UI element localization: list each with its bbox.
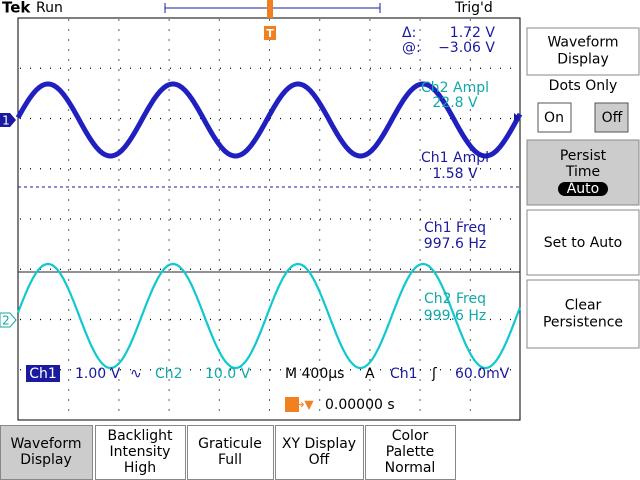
persist-value: Auto bbox=[567, 181, 600, 197]
status-ch2: Ch2 bbox=[155, 366, 183, 382]
side-menu: On Off Dots Only Auto Set to Auto Wavefo… bbox=[526, 27, 640, 349]
bottom-button-label: XY Display bbox=[282, 436, 356, 452]
measurement-label: Ch2 Ampl bbox=[421, 80, 489, 96]
measurement-label: Ch2 Freq bbox=[424, 291, 486, 307]
clear-label: Persistence bbox=[543, 315, 623, 331]
set-auto-button[interactable] bbox=[526, 209, 640, 276]
on-label: On bbox=[544, 110, 564, 126]
status-mode: A bbox=[365, 366, 375, 382]
status-trig-level: 60.0mV bbox=[455, 366, 510, 382]
bottom-button-label: Normal bbox=[385, 460, 436, 476]
bottom-button-label: Waveform bbox=[10, 436, 81, 452]
bottom-button-label: Color bbox=[392, 428, 429, 444]
measurement-value: 999.6 Hz bbox=[424, 308, 486, 324]
measurement-value: 1.58 V bbox=[432, 166, 478, 182]
off-button[interactable] bbox=[594, 102, 629, 133]
status-timebase: M 400µs bbox=[285, 366, 344, 382]
measurement-value: 22.8 V bbox=[432, 95, 478, 111]
trigger-state: Trig'd bbox=[454, 0, 493, 16]
menu-title: Waveform bbox=[547, 35, 618, 51]
ch1-badge bbox=[26, 365, 60, 382]
trigger-marker: T bbox=[266, 27, 274, 40]
set-auto-label: Set to Auto bbox=[544, 235, 622, 251]
bottom-button-label: Intensity bbox=[110, 444, 171, 460]
cursor-at-label: @: bbox=[402, 40, 421, 56]
trigger-position bbox=[267, 0, 273, 18]
cursor-at: −3.06 V bbox=[438, 40, 495, 56]
measurement-value: 997.6 Hz bbox=[424, 236, 486, 252]
brand: Tek bbox=[2, 0, 31, 17]
clear-button[interactable] bbox=[526, 279, 640, 349]
status-ch1-coupling: ∿ bbox=[130, 366, 142, 382]
bottom-button[interactable] bbox=[187, 425, 274, 480]
status-trig-slope: ʃ bbox=[431, 366, 437, 382]
ch1-marker-box bbox=[0, 113, 16, 127]
status-ch2-scale: 10.0 V bbox=[205, 366, 251, 382]
bottom-button[interactable] bbox=[365, 425, 456, 480]
persist-label: Time bbox=[565, 164, 600, 180]
cursor-delta-label: Δ: bbox=[402, 25, 416, 41]
measurement-label: Ch1 Ampl bbox=[421, 150, 489, 166]
persist-value-pill bbox=[558, 182, 608, 196]
ch1-waveform bbox=[15, 81, 523, 159]
menu-title-box bbox=[526, 27, 640, 76]
cursor-delta: 1.72 V bbox=[450, 25, 496, 41]
position: 0.00000 s bbox=[325, 397, 395, 413]
status-trig-source: Ch1 bbox=[390, 366, 418, 382]
bottom-button-label: High bbox=[124, 460, 156, 476]
bottom-button-label: Backlight bbox=[107, 428, 173, 444]
position-marker-box bbox=[285, 397, 299, 412]
ch1-marker: 1 bbox=[2, 114, 10, 128]
dots-only-label: Dots Only bbox=[549, 78, 618, 94]
grid-dots bbox=[20, 19, 511, 411]
off-label: Off bbox=[602, 110, 623, 126]
bottom-button[interactable] bbox=[275, 425, 364, 480]
measurement-label: Ch1 Freq bbox=[424, 220, 486, 236]
bottom-button[interactable] bbox=[95, 425, 186, 480]
ch2-marker-box bbox=[0, 312, 17, 328]
bottom-button-label: Graticule bbox=[198, 436, 262, 452]
trigger-marker-box bbox=[264, 26, 276, 40]
status-ch1: Ch1 bbox=[29, 366, 57, 382]
ch2-marker: 2 bbox=[2, 314, 10, 328]
ch1-offset-marker bbox=[514, 113, 520, 123]
bottom-button-label: Full bbox=[218, 452, 242, 468]
position-marker: T→▼ bbox=[286, 398, 314, 412]
persist-label: Persist bbox=[560, 148, 607, 164]
bottom-button[interactable] bbox=[0, 425, 93, 480]
clear-label: Clear bbox=[565, 298, 602, 314]
bottom-button-label: Off bbox=[309, 452, 330, 468]
bottom-button-label: Palette bbox=[386, 444, 435, 460]
bottom-button-label: Display bbox=[20, 452, 72, 468]
status-ch1-scale: 1.00 V bbox=[75, 366, 121, 382]
run-state: Run bbox=[36, 0, 63, 16]
on-button[interactable] bbox=[537, 102, 572, 133]
menu-title: Display bbox=[557, 52, 609, 68]
ch2-waveform bbox=[16, 262, 522, 370]
